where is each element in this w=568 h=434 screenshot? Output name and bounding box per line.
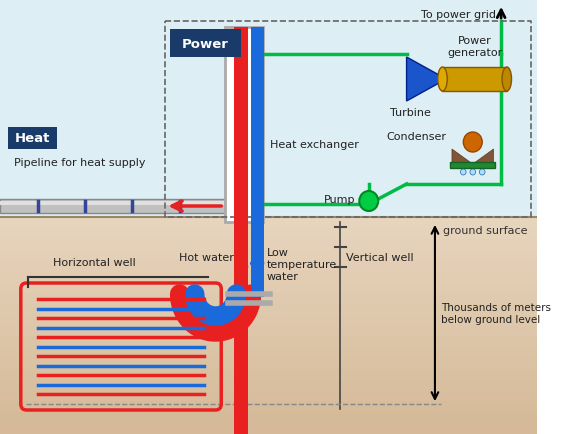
Circle shape	[461, 170, 466, 176]
Bar	[0, 347, 537, 358]
Bar	[0, 239, 537, 250]
FancyBboxPatch shape	[7, 128, 57, 150]
Circle shape	[479, 170, 485, 176]
Text: Thousands of meters
below ground level: Thousands of meters below ground level	[441, 302, 550, 324]
Text: Horizontal well: Horizontal well	[53, 257, 136, 267]
Bar	[0, 293, 537, 304]
Bar	[0, 261, 537, 272]
Text: Turbine: Turbine	[390, 108, 431, 118]
Bar	[0, 272, 537, 283]
Bar	[0, 401, 537, 412]
Bar	[0, 423, 537, 434]
Bar	[0, 228, 537, 239]
Text: Power
generator: Power generator	[447, 36, 502, 58]
Bar	[250, 28, 264, 297]
Bar	[0, 369, 537, 380]
Polygon shape	[452, 150, 473, 164]
Text: Hot water: Hot water	[179, 253, 233, 263]
FancyBboxPatch shape	[170, 30, 241, 58]
Text: Pipeline for heat supply: Pipeline for heat supply	[14, 158, 145, 168]
Bar	[0, 412, 537, 423]
Bar	[0, 217, 537, 228]
Polygon shape	[407, 58, 446, 102]
Ellipse shape	[502, 68, 512, 92]
Bar	[0, 0, 537, 217]
Bar	[235, 28, 248, 434]
Text: Power: Power	[182, 37, 228, 50]
Text: ground surface: ground surface	[443, 226, 528, 236]
Text: Condenser: Condenser	[386, 132, 446, 141]
Bar	[0, 304, 537, 315]
Bar	[0, 315, 537, 326]
Bar	[0, 250, 537, 261]
Polygon shape	[473, 150, 494, 164]
Text: Pump: Pump	[324, 194, 356, 204]
Bar	[442, 68, 507, 92]
Text: To power grid: To power grid	[421, 10, 496, 20]
Circle shape	[360, 191, 378, 211]
Bar	[0, 283, 537, 293]
Bar	[0, 201, 225, 206]
Bar	[0, 326, 537, 337]
Text: Heat: Heat	[14, 132, 50, 145]
Circle shape	[470, 170, 475, 176]
Bar	[0, 200, 225, 214]
Bar	[0, 217, 537, 434]
Ellipse shape	[438, 68, 447, 92]
Bar	[0, 337, 537, 347]
Bar	[225, 28, 263, 223]
Bar	[450, 163, 495, 169]
Text: Heat exchanger: Heat exchanger	[270, 140, 360, 150]
Text: Low
temperature
water: Low temperature water	[266, 248, 337, 281]
Circle shape	[463, 133, 482, 153]
Bar	[0, 358, 537, 369]
Bar	[0, 391, 537, 401]
Text: Vertical well: Vertical well	[346, 253, 414, 263]
Bar	[0, 380, 537, 391]
